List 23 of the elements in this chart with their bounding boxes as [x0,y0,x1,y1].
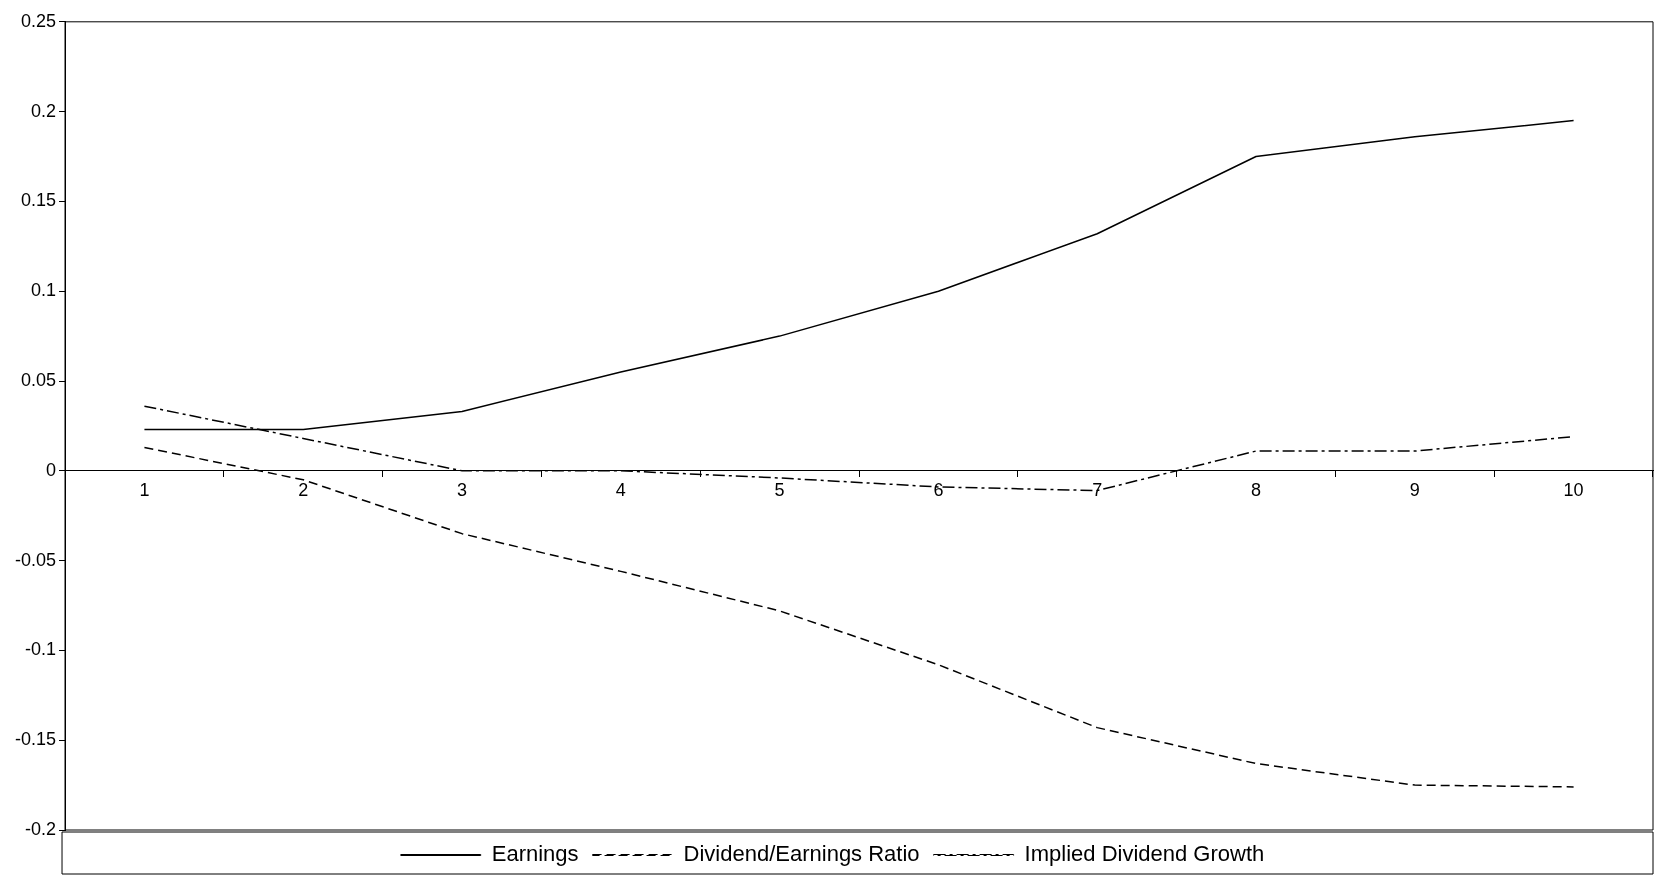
x-tick-label: 3 [457,479,468,500]
x-tick-label: 10 [1563,479,1584,500]
y-tick-label: 0 [46,459,57,480]
y-tick-label: -0.15 [15,729,57,750]
x-tick-label: 1 [139,479,150,500]
y-tick-label: -0.1 [25,639,57,660]
y-tick-label: 0.05 [20,369,57,390]
x-tick-label: 8 [1251,479,1262,500]
legend-label: Earnings [491,841,579,867]
y-tick-label: 0.25 [20,10,57,31]
x-tick-label: 2 [298,479,309,500]
x-tick-label: 9 [1409,479,1420,500]
legend-label: Implied Dividend Growth [1024,841,1265,867]
y-tick-label: 0.15 [20,190,57,211]
y-tick-label: 0.1 [31,280,57,301]
y-tick-label: -0.2 [25,818,57,839]
y-tick-label: 0.2 [31,100,57,121]
x-tick-label: 7 [1092,479,1103,500]
x-tick-label: 4 [615,479,626,500]
x-tick-label: 5 [774,479,785,500]
y-tick-label: -0.05 [15,549,57,570]
x-tick-label: 6 [933,479,944,500]
legend-label: Dividend/Earnings Ratio [683,841,920,867]
